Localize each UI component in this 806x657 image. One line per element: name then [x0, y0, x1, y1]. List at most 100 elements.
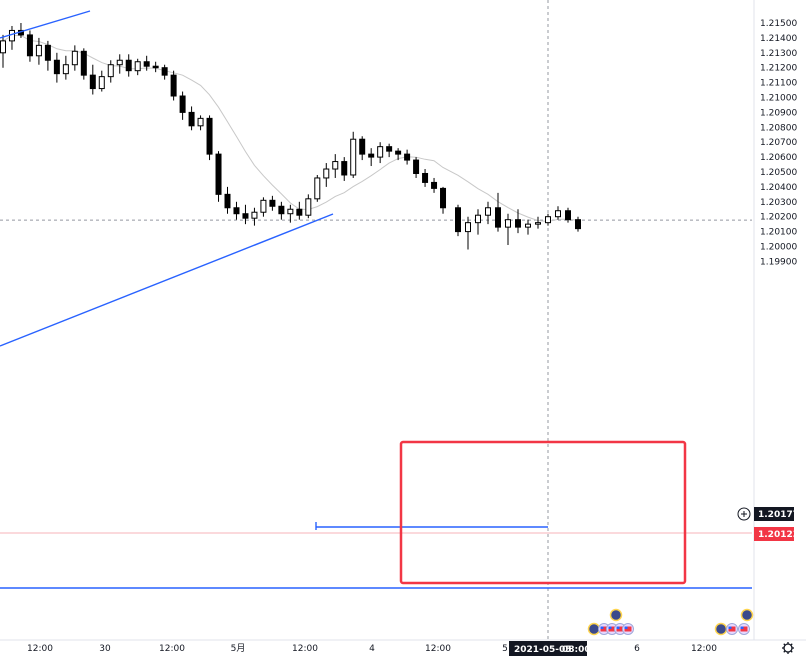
- price-tick-label: 1.21400: [760, 34, 797, 44]
- candle-body: [260, 199, 267, 213]
- event-flag-icon-canton: [728, 626, 732, 629]
- candle-body: [377, 146, 384, 158]
- candle-body: [161, 67, 168, 76]
- candle-body: [535, 222, 541, 225]
- price-tick-label: 1.19900: [760, 257, 797, 267]
- candle-body: [98, 76, 105, 90]
- candle-body: [555, 210, 561, 218]
- price-tick-label: 1.21300: [760, 49, 797, 59]
- candle-body: [323, 168, 330, 179]
- crosshair-time-tag: [509, 641, 587, 656]
- price-tick-label: 1.20500: [760, 168, 797, 178]
- trendline-middle[interactable]: [0, 213, 334, 347]
- price-tick-label: 1.20900: [760, 108, 797, 118]
- time-tick-label: 30: [99, 644, 111, 654]
- price-tick-label: 1.21200: [760, 64, 797, 74]
- event-flag-icon-canton: [616, 626, 620, 629]
- candle-body: [44, 44, 51, 61]
- event-flag-icon-stripe: [608, 626, 616, 632]
- current-price-text: 1.20177: [758, 510, 799, 520]
- candle-body: [62, 64, 69, 75]
- event-flag-icon-stripe: [616, 626, 624, 632]
- candle-body: [0, 40, 6, 54]
- candle-body: [278, 205, 285, 215]
- drawings-layer[interactable]: [0, 10, 752, 589]
- candle-body: [188, 111, 195, 127]
- price-tick-label: 1.20800: [760, 123, 797, 133]
- candle-body: [269, 199, 276, 207]
- close-price-tag: [754, 527, 794, 541]
- settings-gear-tooth: [790, 643, 793, 646]
- candle-body: [215, 153, 222, 195]
- candle-body: [197, 117, 204, 127]
- moving-average-layer: [2, 34, 579, 223]
- candle-body: [116, 59, 123, 66]
- candle-body: [53, 59, 60, 75]
- settings-gear-icon[interactable]: [783, 643, 793, 653]
- candle-body: [107, 64, 114, 78]
- candle-body: [287, 208, 294, 215]
- price-tick-label: 1.21000: [760, 94, 797, 104]
- candles-layer: [0, 23, 581, 250]
- candle-body: [386, 146, 393, 152]
- candle-body: [395, 150, 402, 155]
- time-tick-label: 5: [502, 644, 508, 654]
- moving-average-line: [2, 34, 579, 223]
- candle-body: [413, 159, 420, 174]
- candle-body: [35, 44, 42, 57]
- price-tick-label: 1.20200: [760, 213, 797, 223]
- candle-body: [296, 208, 303, 216]
- candle-body: [440, 187, 447, 209]
- candle-body: [143, 61, 150, 67]
- candle-body: [125, 59, 132, 72]
- candle-body: [515, 219, 521, 228]
- candle-body: [80, 50, 87, 76]
- candle-body: [305, 198, 312, 216]
- candle-body: [545, 216, 551, 224]
- event-dot-icon[interactable]: [587, 622, 601, 636]
- candle-body: [565, 210, 571, 221]
- price-tick-label: 1.20300: [760, 198, 797, 208]
- crosshair-time-text: 08:00: [562, 645, 591, 655]
- current-price-tag: [754, 507, 794, 521]
- candle-body: [465, 222, 471, 233]
- highlight-rectangle[interactable]: [399, 440, 687, 585]
- event-dot-icon[interactable]: [740, 608, 754, 622]
- settings-gear-tooth: [783, 650, 786, 653]
- candle-body: [170, 74, 177, 97]
- candle-body: [233, 207, 240, 215]
- event-dot-icon[interactable]: [609, 608, 623, 622]
- candle-body: [179, 95, 186, 113]
- candle-body: [350, 138, 357, 176]
- event-flag-icon-stripe: [624, 626, 632, 632]
- event-flag-icon-stripe: [740, 626, 748, 632]
- event-flag-icon-canton: [608, 626, 612, 629]
- time-tick-label: 12:00: [292, 644, 318, 654]
- trendline-top[interactable]: [0, 10, 91, 39]
- candle-body: [71, 50, 78, 66]
- time-tick-label: 12:00: [691, 644, 717, 654]
- event-flag-icon-stripe: [728, 626, 736, 632]
- candle-body: [134, 61, 141, 72]
- candle-body: [89, 74, 96, 90]
- event-flag-icon-canton: [600, 626, 604, 629]
- candle-body: [341, 161, 348, 176]
- candle-body: [505, 219, 511, 228]
- price-tick-label: 1.20400: [760, 183, 797, 193]
- time-tick-label: 4: [369, 644, 375, 654]
- time-tick-label: 12:00: [159, 644, 185, 654]
- candle-body: [368, 153, 375, 158]
- time-tick-label: 12:00: [425, 644, 451, 654]
- candle-body: [431, 181, 438, 189]
- candle-body: [525, 223, 531, 228]
- candle-body: [8, 29, 15, 42]
- time-axis[interactable]: 12:00 30 12:00 5月 12:00 4 12:00 5 6 12:00 2021-05-…: [0, 639, 806, 656]
- candle-body: [242, 213, 249, 219]
- candle-body: [251, 211, 258, 219]
- price-axis[interactable]: 1.21500 1.21400 1.21300 1.21200 1.21100 1.210…: [753, 0, 797, 640]
- event-dot-icon[interactable]: [714, 622, 728, 636]
- price-tick-label: 1.20600: [760, 153, 797, 163]
- price-tick-label: 1.21500: [760, 19, 797, 29]
